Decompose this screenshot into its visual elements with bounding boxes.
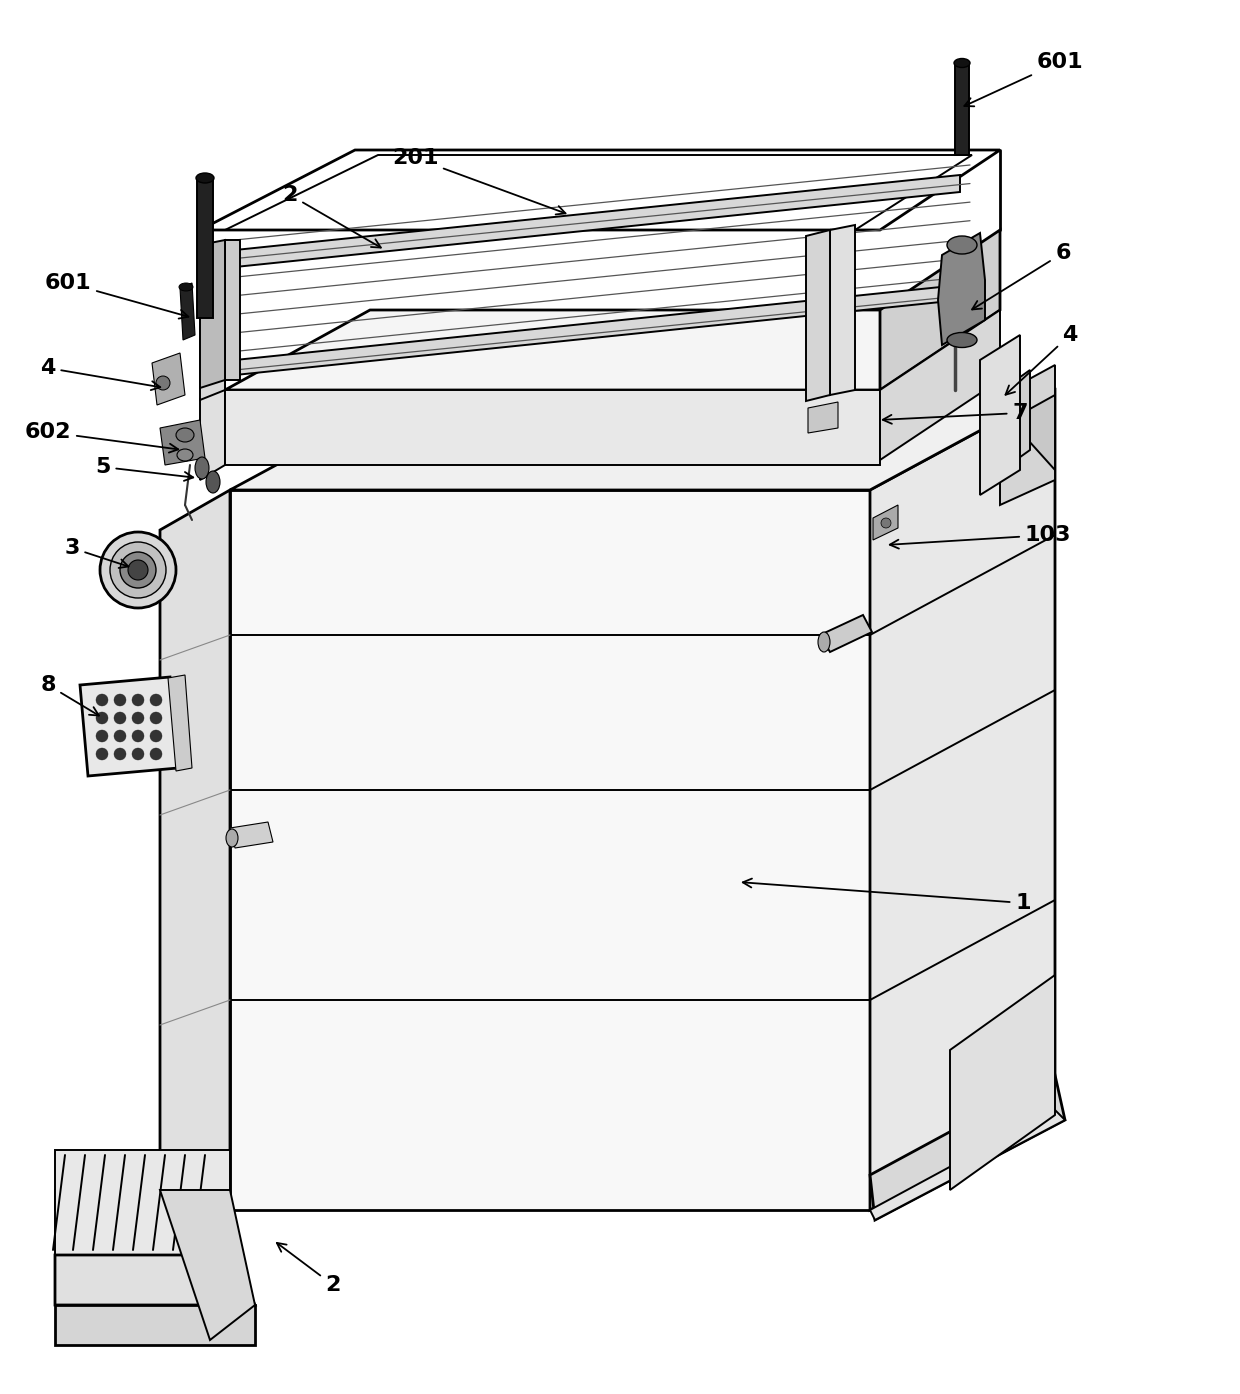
Polygon shape — [808, 401, 838, 434]
Polygon shape — [870, 390, 1055, 1210]
Polygon shape — [55, 1305, 255, 1345]
Polygon shape — [153, 353, 185, 406]
Polygon shape — [200, 309, 224, 400]
Circle shape — [95, 694, 108, 705]
Polygon shape — [229, 390, 1055, 491]
Polygon shape — [980, 335, 1021, 495]
Circle shape — [131, 694, 144, 705]
Polygon shape — [806, 230, 830, 401]
Polygon shape — [950, 974, 1055, 1190]
Polygon shape — [224, 390, 880, 466]
Polygon shape — [880, 309, 999, 460]
Polygon shape — [937, 233, 985, 344]
Polygon shape — [820, 615, 872, 652]
Polygon shape — [229, 822, 273, 848]
Polygon shape — [160, 420, 205, 466]
Text: 4: 4 — [41, 358, 160, 390]
Ellipse shape — [947, 333, 977, 347]
Ellipse shape — [195, 457, 210, 480]
Text: 6: 6 — [972, 243, 1071, 309]
Text: 5: 5 — [95, 457, 193, 481]
Text: 103: 103 — [890, 526, 1071, 549]
Text: 2: 2 — [277, 1243, 341, 1295]
Circle shape — [150, 694, 162, 705]
Polygon shape — [1011, 395, 1055, 470]
Polygon shape — [160, 1190, 255, 1340]
Polygon shape — [236, 176, 960, 268]
Ellipse shape — [954, 59, 970, 67]
Polygon shape — [955, 63, 968, 155]
Text: 7: 7 — [883, 403, 1028, 424]
Polygon shape — [870, 1110, 1065, 1220]
Polygon shape — [180, 283, 195, 340]
Circle shape — [100, 533, 176, 608]
Ellipse shape — [226, 829, 238, 848]
Polygon shape — [160, 491, 229, 1255]
Circle shape — [131, 712, 144, 723]
Ellipse shape — [818, 631, 830, 652]
Text: 1: 1 — [743, 878, 1030, 913]
Circle shape — [880, 519, 892, 528]
Polygon shape — [236, 284, 960, 375]
Text: 602: 602 — [25, 422, 179, 453]
Circle shape — [114, 712, 126, 723]
Polygon shape — [224, 240, 241, 381]
Polygon shape — [224, 309, 999, 390]
Circle shape — [131, 730, 144, 742]
Circle shape — [131, 749, 144, 760]
Circle shape — [150, 712, 162, 723]
Ellipse shape — [206, 471, 219, 493]
Circle shape — [114, 730, 126, 742]
Ellipse shape — [177, 449, 193, 461]
Polygon shape — [873, 505, 898, 539]
Polygon shape — [870, 1075, 1065, 1220]
Circle shape — [156, 376, 170, 390]
Circle shape — [120, 552, 156, 588]
Text: 4: 4 — [1006, 325, 1078, 395]
Text: 601: 601 — [45, 273, 188, 319]
Circle shape — [95, 712, 108, 723]
Circle shape — [114, 749, 126, 760]
Polygon shape — [197, 178, 213, 318]
Polygon shape — [81, 677, 179, 776]
Circle shape — [128, 560, 148, 580]
Text: 8: 8 — [40, 675, 99, 715]
Circle shape — [150, 749, 162, 760]
Text: 3: 3 — [64, 538, 129, 567]
Polygon shape — [55, 1190, 229, 1210]
Polygon shape — [200, 309, 224, 480]
Circle shape — [110, 542, 166, 598]
Polygon shape — [229, 491, 870, 1210]
Polygon shape — [200, 240, 224, 388]
Polygon shape — [830, 224, 856, 395]
Ellipse shape — [947, 236, 977, 254]
Text: 201: 201 — [392, 148, 565, 215]
Text: 2: 2 — [283, 185, 381, 248]
Ellipse shape — [179, 283, 193, 291]
Circle shape — [114, 694, 126, 705]
Polygon shape — [167, 675, 192, 771]
Ellipse shape — [176, 428, 193, 442]
Polygon shape — [994, 369, 1030, 475]
Ellipse shape — [196, 173, 215, 183]
Polygon shape — [55, 1150, 229, 1255]
Text: 601: 601 — [965, 52, 1084, 106]
Circle shape — [95, 749, 108, 760]
Polygon shape — [999, 365, 1055, 505]
Circle shape — [150, 730, 162, 742]
Polygon shape — [880, 230, 999, 390]
Circle shape — [95, 730, 108, 742]
Polygon shape — [55, 1255, 255, 1305]
